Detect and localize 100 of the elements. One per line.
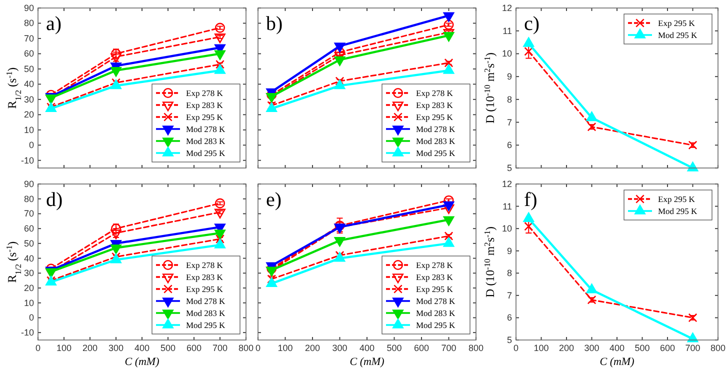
y-tick-label: 40: [24, 79, 34, 90]
x-tick-label: 800: [710, 343, 726, 353]
x-tick-label: 100: [534, 343, 549, 353]
y-tick-label: 30: [24, 268, 34, 278]
legend-label: Mod 283 K: [416, 136, 456, 146]
y-tick-label: 20: [24, 110, 34, 120]
x-tick-label: 800: [468, 343, 484, 353]
x-tick-label: 200: [558, 343, 574, 353]
y-tick-label: 11: [502, 201, 512, 212]
y-tick-label: 10: [24, 298, 34, 308]
x-tick-label: 400: [609, 343, 625, 353]
y-tick-label: 10: [502, 48, 512, 59]
y-tick-label: 50: [24, 238, 34, 248]
y-tick-label: 50: [24, 64, 34, 74]
x-tick-label: 200: [82, 343, 98, 353]
legend-label: Exp 295 K: [416, 284, 454, 294]
y-tick-label: 5: [506, 335, 512, 345]
legend-label: Exp 295 K: [658, 18, 696, 28]
y-tick-label: 80: [24, 194, 34, 204]
legend-label: Exp 278 K: [186, 88, 224, 98]
x-tick-label: 600: [186, 343, 202, 353]
y-tick-label: -10: [20, 155, 34, 166]
x-axis-title: C (mM): [350, 356, 385, 368]
legend-label: Mod 283 K: [186, 136, 226, 146]
y-tick-label: 10: [502, 224, 512, 234]
legend-label: Mod 283 K: [416, 308, 456, 318]
y-tick-label: 60: [24, 224, 34, 234]
y-tick-label: 8: [506, 268, 512, 278]
x-tick-label: 0: [35, 343, 41, 353]
y-tick-label: 90: [24, 3, 34, 13]
x-tick-label: 400: [134, 343, 150, 353]
y-tick-label: 70: [24, 208, 34, 219]
x-tick-label: 0: [513, 343, 519, 353]
y-tick-label: 12: [502, 179, 512, 189]
x-tick-label: 500: [386, 343, 402, 353]
y-tick-label: 90: [24, 179, 34, 189]
x-tick-label: 400: [359, 343, 375, 353]
legend-label: Exp 283 K: [416, 272, 454, 282]
y-tick-label: 30: [24, 94, 34, 104]
legend-label: Mod 295 K: [186, 148, 226, 158]
legend-label: Mod 278 K: [416, 124, 456, 134]
legend-label: Exp 278 K: [416, 260, 454, 270]
x-tick-label: 300: [332, 343, 348, 353]
legend-label: Mod 295 K: [658, 206, 698, 216]
legend-label: Mod 278 K: [416, 296, 456, 306]
legend-label: Mod 278 K: [186, 124, 226, 134]
legend-label: Exp 295 K: [186, 284, 224, 294]
y-tick-label: 0: [28, 140, 34, 150]
x-tick-label: 0: [255, 343, 261, 353]
y-tick-label: 8: [506, 94, 512, 104]
y-tick-label: 6: [506, 312, 512, 323]
legend-label: Mod 278 K: [186, 296, 226, 306]
x-tick-label: 500: [634, 343, 650, 353]
chart-title: d): [46, 189, 63, 211]
y-tick-label: 9: [506, 72, 512, 82]
chart-title: a): [46, 13, 62, 35]
x-tick-label: 100: [278, 343, 293, 353]
legend-label: Mod 295 K: [416, 148, 456, 158]
chart-title: c): [524, 13, 540, 35]
legend-label: Exp 295 K: [186, 112, 224, 122]
x-tick-label: 300: [108, 343, 124, 353]
x-tick-label: 500: [160, 343, 176, 353]
y-tick-label: -10: [20, 328, 34, 338]
legend-label: Exp 295 K: [658, 194, 696, 204]
y-tick-label: 11: [502, 26, 512, 36]
y-tick-label: 6: [506, 140, 512, 150]
chart-title: b): [266, 13, 283, 35]
legend-label: Exp 283 K: [186, 100, 224, 110]
legend-label: Exp 283 K: [416, 100, 454, 110]
x-tick-label: 300: [584, 343, 600, 353]
y-tick-label: 7: [506, 290, 512, 300]
y-tick-label: 7: [506, 117, 512, 128]
x-tick-label: 200: [304, 343, 320, 353]
y-tick-label: 10: [24, 124, 34, 135]
y-tick-label: 40: [24, 253, 34, 264]
x-tick-label: 600: [660, 343, 676, 353]
y-tick-label: 20: [24, 283, 34, 293]
legend-label: Mod 295 K: [186, 320, 226, 330]
x-axis-title: C (mM): [600, 356, 635, 368]
legend-label: Mod 283 K: [186, 308, 226, 318]
x-tick-label: 800: [238, 343, 254, 353]
y-tick-label: 0: [28, 312, 34, 323]
y-tick-label: 70: [24, 33, 34, 44]
y-tick-label: 5: [506, 163, 512, 173]
legend-label: Mod 295 K: [658, 30, 698, 40]
legend-label: Exp 295 K: [416, 112, 454, 122]
legend-label: Exp 278 K: [186, 260, 224, 270]
legend-label: Exp 278 K: [416, 88, 454, 98]
legend-label: Mod 295 K: [416, 320, 456, 330]
y-tick-label: 12: [502, 3, 512, 13]
chart-title: e): [266, 189, 282, 211]
x-tick-label: 700: [685, 343, 700, 353]
y-tick-label: 9: [506, 246, 512, 256]
y-tick-label: 80: [24, 18, 34, 28]
y-tick-label: 60: [24, 48, 34, 59]
x-tick-label: 700: [441, 343, 456, 353]
x-tick-label: 700: [212, 343, 228, 353]
x-axis-title: C (mM): [124, 356, 160, 368]
legend-label: Exp 283 K: [186, 272, 224, 282]
x-tick-label: 600: [414, 343, 430, 353]
